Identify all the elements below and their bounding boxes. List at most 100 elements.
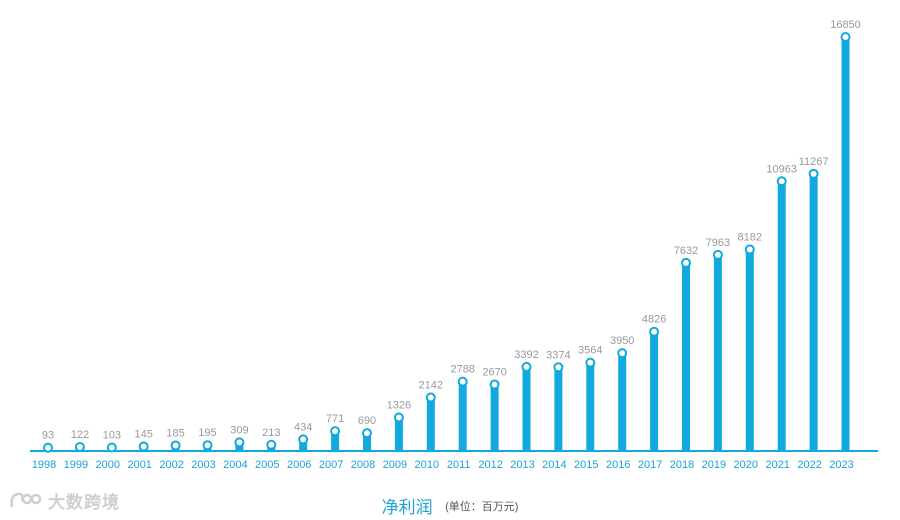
data-label: 3374 (546, 349, 570, 361)
x-tick-label: 2002 (159, 459, 183, 471)
x-tick-label: 2017 (638, 459, 662, 471)
data-label: 103 (103, 429, 121, 441)
bar-top-marker (170, 440, 181, 451)
bar-top-marker (202, 440, 213, 451)
x-tick-label: 2012 (478, 459, 502, 471)
bar-top-marker (617, 348, 628, 359)
bar-top-marker (393, 412, 404, 423)
x-tick-label: 2007 (319, 459, 343, 471)
x-tick-label: 2013 (510, 459, 534, 471)
bar (331, 431, 340, 450)
watermark-logo: 大数跨境 (8, 488, 120, 513)
bar (394, 417, 403, 450)
data-label: 1326 (387, 399, 411, 411)
data-label: 690 (358, 415, 376, 427)
x-tick-label: 2000 (96, 459, 120, 471)
bar (650, 331, 659, 450)
bar (809, 173, 818, 450)
bar-top-marker (234, 437, 245, 448)
bar-top-marker (521, 361, 532, 372)
bar-top-marker (585, 357, 596, 368)
bar (426, 397, 435, 450)
data-label: 213 (262, 427, 280, 439)
data-label: 16850 (830, 19, 861, 31)
data-label: 771 (326, 413, 344, 425)
x-tick-label: 2009 (383, 459, 407, 471)
data-label: 4826 (642, 314, 666, 326)
bar-top-marker (74, 442, 85, 453)
bar (777, 181, 786, 450)
bar-top-marker (457, 376, 468, 387)
x-tick-label: 2018 (670, 459, 694, 471)
x-tick-label: 2019 (702, 459, 726, 471)
bar-top-marker (744, 244, 755, 255)
data-label: 122 (71, 429, 89, 441)
bar (713, 254, 722, 450)
x-tick-label: 2008 (351, 459, 375, 471)
x-tick-label: 2003 (191, 459, 215, 471)
data-label: 2142 (419, 379, 443, 391)
data-label: 434 (294, 421, 312, 433)
bar (554, 367, 563, 450)
logo-icon (10, 492, 42, 507)
bar (522, 366, 531, 450)
data-label: 3950 (610, 335, 634, 347)
data-label: 7963 (706, 237, 730, 249)
data-label: 8182 (738, 231, 762, 243)
bar-top-marker (43, 442, 53, 453)
bar-top-marker (776, 176, 787, 187)
bar-top-marker (712, 249, 723, 260)
chart-footer: 净利润 (单位：百万元) (0, 493, 900, 518)
x-tick-label: 2020 (734, 459, 758, 471)
bar-top-marker (681, 257, 691, 268)
bar (618, 353, 627, 450)
x-tick-label: 2023 (829, 459, 853, 471)
data-label: 2788 (450, 364, 474, 376)
x-tick-label: 2016 (606, 459, 630, 471)
bar (841, 37, 850, 450)
data-label: 7632 (674, 245, 698, 257)
bar-top-marker (649, 326, 660, 337)
bar (682, 262, 690, 450)
bar-top-marker (553, 362, 564, 373)
x-tick-label: 1999 (64, 459, 88, 471)
x-tick-label: 1998 (32, 459, 56, 471)
bar-top-marker (489, 379, 500, 390)
data-label: 2670 (482, 367, 506, 379)
x-tick-label: 2015 (574, 459, 598, 471)
data-label: 185 (166, 427, 184, 439)
chart-title: 净利润 (381, 498, 433, 517)
bar-top-marker (106, 442, 117, 453)
bar (490, 384, 499, 450)
bar-top-marker (808, 168, 819, 179)
data-label: 10963 (766, 163, 797, 175)
bar-top-marker (362, 428, 372, 439)
bar-top-marker (425, 392, 436, 403)
x-tick-label: 2005 (255, 459, 279, 471)
x-tick-label: 2014 (542, 459, 566, 471)
watermark-text: 大数跨境 (48, 493, 120, 512)
data-label: 145 (135, 428, 153, 440)
data-label: 309 (230, 424, 248, 436)
x-tick-label: 2001 (127, 459, 151, 471)
data-label: 11267 (799, 156, 829, 168)
bar (458, 381, 467, 450)
bar-top-marker (266, 439, 277, 450)
data-label: 3564 (578, 345, 602, 357)
x-tick-label: 2021 (765, 459, 789, 471)
data-label: 93 (42, 430, 54, 442)
bar (363, 433, 371, 450)
chart-unit: (单位：百万元) (445, 500, 519, 513)
bar (745, 249, 754, 450)
x-tick-label: 2006 (287, 459, 311, 471)
x-tick-label: 2004 (223, 459, 247, 471)
bar-top-marker (138, 441, 149, 452)
x-tick-label: 2011 (447, 459, 471, 471)
x-tick-label: 2022 (797, 459, 821, 471)
data-label: 3392 (514, 349, 538, 361)
bar-top-marker (330, 426, 341, 437)
x-tick-label: 2010 (415, 459, 439, 471)
bar (299, 439, 308, 450)
data-label: 195 (198, 427, 216, 439)
